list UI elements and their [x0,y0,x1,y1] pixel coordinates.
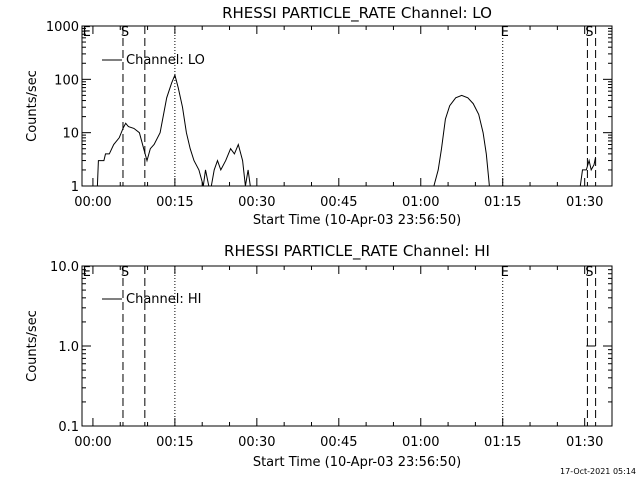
plot-frame [81,25,613,187]
panel-hi: RHESSI PARTICLE_RATE Channel: HI 00:00 00:… [25,242,613,470]
x-tick-label: 01:30 [566,195,603,210]
data-series-line [96,73,251,186]
x-tick-label: 01:00 [402,195,439,210]
legend-label: Channel: HI [126,292,202,307]
generation-timestamp: 17-Oct-2021 05:14 [560,467,636,476]
x-tick-label: 01:15 [484,195,521,210]
chart-title: RHESSI PARTICLE_RATE Channel: LO [222,4,492,23]
x-tick-label: 01:00 [402,435,439,450]
y-axis-label: Counts/sec [25,310,40,382]
x-tick-label: 00:30 [238,435,275,450]
marker-label: S [585,25,593,40]
plot-frame [81,265,613,427]
data-series-line [433,94,490,186]
y-tick-label: 10.0 [50,260,79,275]
x-tick-label: 00:15 [156,435,193,450]
legend-label: Channel: LO [126,53,205,68]
x-axis-label: Start Time (10-Apr-03 23:56:50) [253,213,461,228]
marker-label: S [585,265,593,280]
x-tick-label: 00:15 [156,195,193,210]
x-tick-label: 01:15 [484,435,521,450]
panel-lo: RHESSI PARTICLE_RATE Channel: LO 00:00 00:… [25,4,613,228]
marker-label: E [501,25,509,40]
marker-label: E [83,25,91,40]
marker-label: E [83,265,91,280]
y-tick-label: 0.1 [58,420,79,435]
marker-label: S [121,265,129,280]
y-axis-label: Counts/sec [25,70,40,142]
x-tick-label: 00:30 [238,195,275,210]
marker-label: E [501,265,509,280]
y-tick-label: 100 [54,73,79,88]
y-tick-label: 10 [62,127,79,142]
data-series-line [579,156,597,186]
chart-title: RHESSI PARTICLE_RATE Channel: HI [224,242,490,261]
x-tick-label: 00:00 [74,195,111,210]
marker-label: S [121,25,129,40]
x-axis-label: Start Time (10-Apr-03 23:56:50) [253,455,461,470]
x-tick-label: 00:45 [320,435,357,450]
x-tick-label: 00:00 [74,435,111,450]
y-tick-label: 1000 [46,20,79,35]
x-tick-label: 00:45 [320,195,357,210]
x-tick-label: 01:30 [566,435,603,450]
y-tick-label: 1 [71,180,79,195]
y-tick-label: 1.0 [58,340,79,355]
